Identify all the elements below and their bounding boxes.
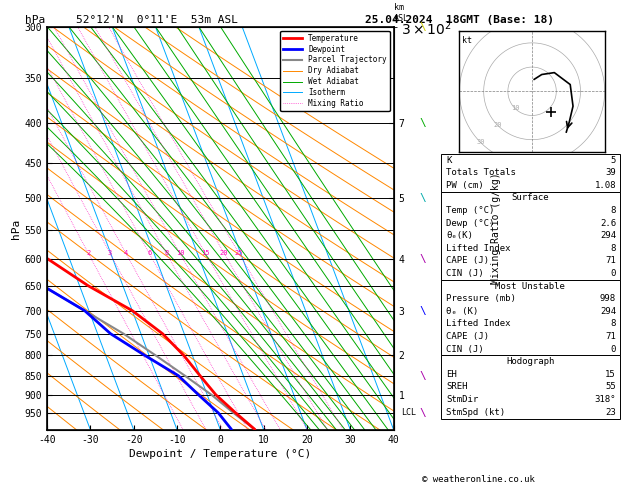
Text: Dewp (°C): Dewp (°C) xyxy=(447,219,495,227)
Text: CAPE (J): CAPE (J) xyxy=(447,257,489,265)
Text: 2.6: 2.6 xyxy=(600,219,616,227)
Text: \: \ xyxy=(420,371,426,381)
Text: 10: 10 xyxy=(175,250,184,256)
Text: 71: 71 xyxy=(605,257,616,265)
Text: 0: 0 xyxy=(611,269,616,278)
Text: 998: 998 xyxy=(600,294,616,303)
Text: 6: 6 xyxy=(147,250,152,256)
Text: SREH: SREH xyxy=(447,382,468,392)
Bar xyxy=(441,191,620,280)
Text: 52°12'N  0°11'E  53m ASL: 52°12'N 0°11'E 53m ASL xyxy=(76,15,238,25)
Text: 71: 71 xyxy=(605,332,616,341)
Bar xyxy=(441,355,620,418)
Y-axis label: hPa: hPa xyxy=(11,218,21,239)
Text: 1.08: 1.08 xyxy=(594,181,616,190)
Text: EH: EH xyxy=(447,370,457,379)
Text: θₑ(K): θₑ(K) xyxy=(447,231,473,240)
Text: θₑ (K): θₑ (K) xyxy=(447,307,479,316)
Text: © weatheronline.co.uk: © weatheronline.co.uk xyxy=(421,474,535,484)
Text: 20: 20 xyxy=(220,250,228,256)
Text: CAPE (J): CAPE (J) xyxy=(447,332,489,341)
Bar xyxy=(441,280,620,355)
Text: 39: 39 xyxy=(605,168,616,177)
Text: Lifted Index: Lifted Index xyxy=(447,319,511,329)
Text: Most Unstable: Most Unstable xyxy=(496,282,565,291)
Text: LCL: LCL xyxy=(401,408,416,417)
Text: 2: 2 xyxy=(86,250,91,256)
Text: CIN (J): CIN (J) xyxy=(447,269,484,278)
Text: Surface: Surface xyxy=(511,193,549,202)
Text: CIN (J): CIN (J) xyxy=(447,345,484,354)
Text: StmDir: StmDir xyxy=(447,395,479,404)
Text: 8: 8 xyxy=(611,319,616,329)
Text: hPa: hPa xyxy=(25,15,45,25)
Text: 0: 0 xyxy=(611,345,616,354)
Text: 15: 15 xyxy=(605,370,616,379)
Text: 25.04.2024  18GMT (Base: 18): 25.04.2024 18GMT (Base: 18) xyxy=(365,15,554,25)
X-axis label: Dewpoint / Temperature (°C): Dewpoint / Temperature (°C) xyxy=(130,449,311,459)
Text: 15: 15 xyxy=(201,250,209,256)
Text: Lifted Index: Lifted Index xyxy=(447,244,511,253)
Text: 55: 55 xyxy=(605,382,616,392)
Text: \: \ xyxy=(420,118,426,128)
Text: K: K xyxy=(447,156,452,165)
Y-axis label: Mixing Ratio (g/kg): Mixing Ratio (g/kg) xyxy=(491,173,501,284)
Text: 8: 8 xyxy=(164,250,169,256)
Text: \: \ xyxy=(420,254,426,264)
Text: km
ASL: km ASL xyxy=(394,3,409,23)
Text: \: \ xyxy=(420,408,426,418)
Text: \: \ xyxy=(420,22,426,32)
Text: PW (cm): PW (cm) xyxy=(447,181,484,190)
Bar xyxy=(441,154,620,191)
Text: 3: 3 xyxy=(108,250,112,256)
Text: 5: 5 xyxy=(611,156,616,165)
Text: \: \ xyxy=(420,306,426,315)
Text: 4: 4 xyxy=(124,250,128,256)
Text: StmSpd (kt): StmSpd (kt) xyxy=(447,408,506,417)
Text: 8: 8 xyxy=(611,244,616,253)
Text: Hodograph: Hodograph xyxy=(506,357,555,366)
Text: 294: 294 xyxy=(600,231,616,240)
Text: Temp (°C): Temp (°C) xyxy=(447,206,495,215)
Text: 23: 23 xyxy=(605,408,616,417)
Text: 8: 8 xyxy=(611,206,616,215)
Text: 318°: 318° xyxy=(594,395,616,404)
Text: Totals Totals: Totals Totals xyxy=(447,168,516,177)
Text: 294: 294 xyxy=(600,307,616,316)
Text: Pressure (mb): Pressure (mb) xyxy=(447,294,516,303)
Text: \: \ xyxy=(420,193,426,203)
Text: 25: 25 xyxy=(235,250,243,256)
Legend: Temperature, Dewpoint, Parcel Trajectory, Dry Adiabat, Wet Adiabat, Isotherm, Mi: Temperature, Dewpoint, Parcel Trajectory… xyxy=(280,31,390,111)
